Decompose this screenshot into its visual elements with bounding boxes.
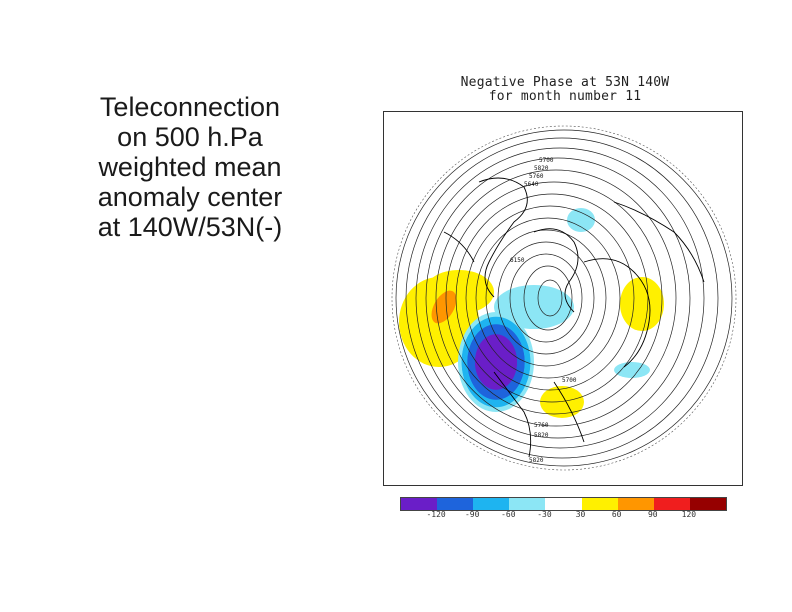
text-line: anomaly center [97,182,283,212]
colorbar-tick-label: 90 [647,510,658,519]
colorbar-tick-label: -90 [464,510,480,519]
text-line: on 500 h.Pa [117,122,263,152]
colorbar-swatch [581,498,618,510]
anomaly-map: 5700 5820 5760 5640 6150 5700 5760 5820 … [383,111,743,486]
globe-boundary [391,125,737,471]
colorbar-tick-label: 30 [575,510,586,519]
anomaly-yellow-east [620,277,664,331]
colorbar-labels: -120 -90 -60 -30 30 60 90 120 [400,510,725,522]
colorbar-swatch [437,498,474,510]
anomaly-orange-west [431,290,457,324]
colorbar-tick-label: -60 [501,510,516,519]
anomaly-negative-center [458,312,534,412]
contour-label: 5760 [534,422,549,429]
contour-labels: 5700 5820 5760 5640 6150 5700 5760 5820 … [510,157,577,464]
anomaly-yellow-south [540,386,584,418]
contour-label: 6150 [510,257,525,264]
contour-label: 5640 [524,181,539,188]
anomaly-cyan-top [567,208,595,232]
contour-label: 5820 [534,432,549,439]
colorbar-tick-label: 60 [611,510,622,519]
contour-label: 5760 [529,173,544,180]
colorbar-swatch [401,498,438,510]
colorbar-swatch [689,498,726,510]
colorbar [400,497,727,511]
text-line: Teleconnection [99,92,281,122]
colorbar-tick-label: -120 [426,510,446,519]
colorbar-swatch [545,498,582,510]
anomaly-cyan-east [614,362,650,378]
figure-title: Negative Phase at 53N 140W for month num… [430,76,700,104]
contour-label: 5700 [539,157,554,164]
figure-title-line1: Negative Phase at 53N 140W [460,75,670,90]
text-line: at 140W/53N(-) [97,212,283,242]
contour-label: 5700 [562,377,577,384]
text-line: weighted mean [98,152,282,182]
colorbar-tick-label: -30 [537,510,552,519]
contour-label: 5820 [529,457,544,464]
colorbar-tick-label: 120 [681,510,697,519]
polar-projection-map: 5700 5820 5760 5640 6150 5700 5760 5820 … [391,125,737,471]
colorbar-swatch [653,498,690,510]
colorbar-swatch [617,498,654,510]
height-contours [395,129,733,467]
colorbar-swatch [509,498,546,510]
slide-description: Teleconnection on 500 h.Pa weighted mean… [60,92,320,242]
coastlines [443,177,705,458]
contour-label: 5820 [534,165,549,172]
colorbar-swatch [473,498,510,510]
figure-title-line2: for month number 11 [488,89,642,104]
